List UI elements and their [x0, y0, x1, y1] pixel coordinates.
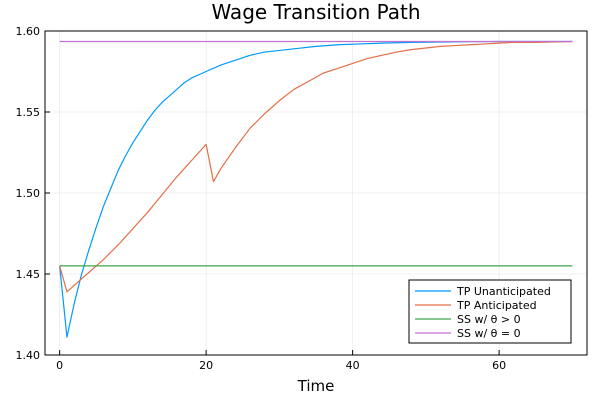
series-line-2: [59, 40, 573, 293]
x-axis-ticks: 0 20 40 60: [56, 350, 506, 372]
y-tick-label: 1.45: [16, 268, 41, 281]
series-line-1: [59, 40, 573, 338]
y-tick-label: 1.60: [16, 25, 41, 38]
x-tick-label: 0: [56, 359, 63, 372]
legend-entry: SS w/ θ = 0: [457, 327, 521, 340]
x-tick-label: 20: [199, 359, 213, 372]
series-lines: [59, 40, 573, 338]
x-axis-label: Time: [297, 377, 335, 395]
chart-title: Wage Transition Path: [211, 0, 420, 24]
x-tick-label: 60: [492, 359, 506, 372]
y-tick-label: 1.40: [16, 349, 41, 362]
legend-entry: TP Unanticipated: [456, 285, 551, 298]
legend-entry: SS w/ θ > 0: [457, 313, 521, 326]
y-axis-ticks: 1.40 1.45 1.50 1.55 1.60: [16, 25, 50, 362]
legend-entry: TP Anticipated: [456, 299, 537, 312]
y-tick-label: 1.50: [16, 187, 41, 200]
y-tick-label: 1.55: [16, 106, 41, 119]
x-tick-label: 40: [346, 359, 360, 372]
